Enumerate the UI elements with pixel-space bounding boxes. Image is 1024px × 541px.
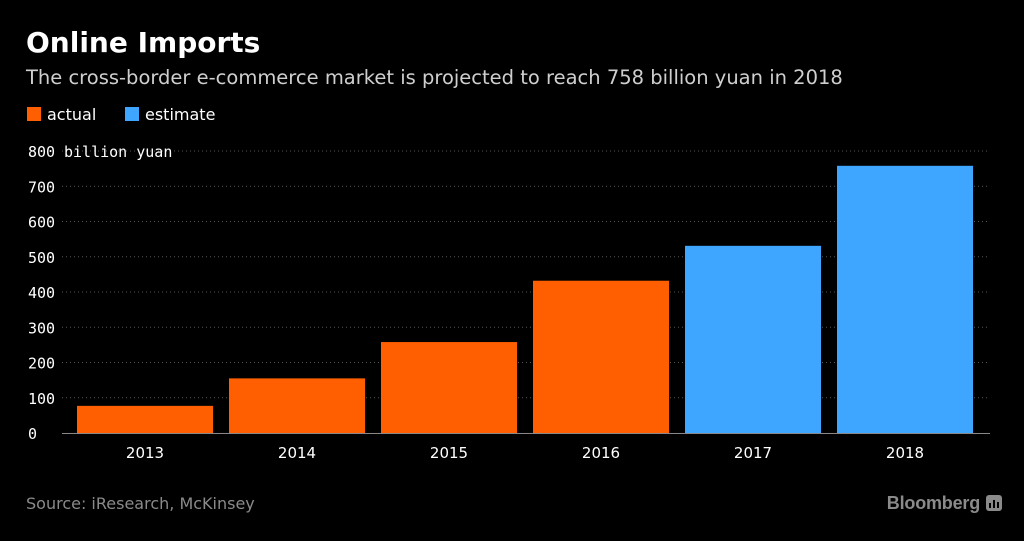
legend-label-estimate: estimate <box>145 105 216 124</box>
x-tick-label-2018: 2018 <box>886 444 924 462</box>
brand-name: Bloomberg <box>886 492 980 513</box>
bar-actual-2016 <box>533 280 669 433</box>
y-tick-label-200: 200 <box>28 355 55 373</box>
y-tick-label-800: 800 <box>28 143 55 161</box>
y-tick-label-400: 400 <box>28 284 55 302</box>
x-tick-label-2014: 2014 <box>278 444 316 462</box>
x-tick-label-2017: 2017 <box>734 444 772 462</box>
y-tick-label-0: 0 <box>28 425 37 443</box>
source-note: Source: iResearch, McKinsey <box>26 494 255 513</box>
chart-subtitle: The cross-border e-commerce market is pr… <box>26 66 843 89</box>
bar-actual-2014 <box>229 378 365 433</box>
y-tick-label-100: 100 <box>28 390 55 408</box>
y-tick-label-700: 700 <box>28 178 55 196</box>
bloomberg-chart-icon <box>986 495 1002 511</box>
x-tick-label-2015: 2015 <box>430 444 468 462</box>
bar-estimate-2017 <box>685 245 821 433</box>
y-tick-label-600: 600 <box>28 214 55 232</box>
brand-logo: Bloomberg <box>887 492 1002 514</box>
bar-actual-2013 <box>77 405 213 433</box>
chart-title: Online Imports <box>26 26 261 59</box>
x-tick-label-2016: 2016 <box>582 444 620 462</box>
legend-swatch-estimate <box>125 107 139 121</box>
bar-actual-2015 <box>381 342 517 433</box>
bar-estimate-2018 <box>837 165 973 433</box>
y-axis-unit-label: billion yuan <box>64 143 172 161</box>
y-tick-label-300: 300 <box>28 319 55 337</box>
x-tick-label-2013: 2013 <box>126 444 164 462</box>
y-tick-label-500: 500 <box>28 249 55 267</box>
legend-swatch-actual <box>27 107 41 121</box>
legend-label-actual: actual <box>47 105 97 124</box>
